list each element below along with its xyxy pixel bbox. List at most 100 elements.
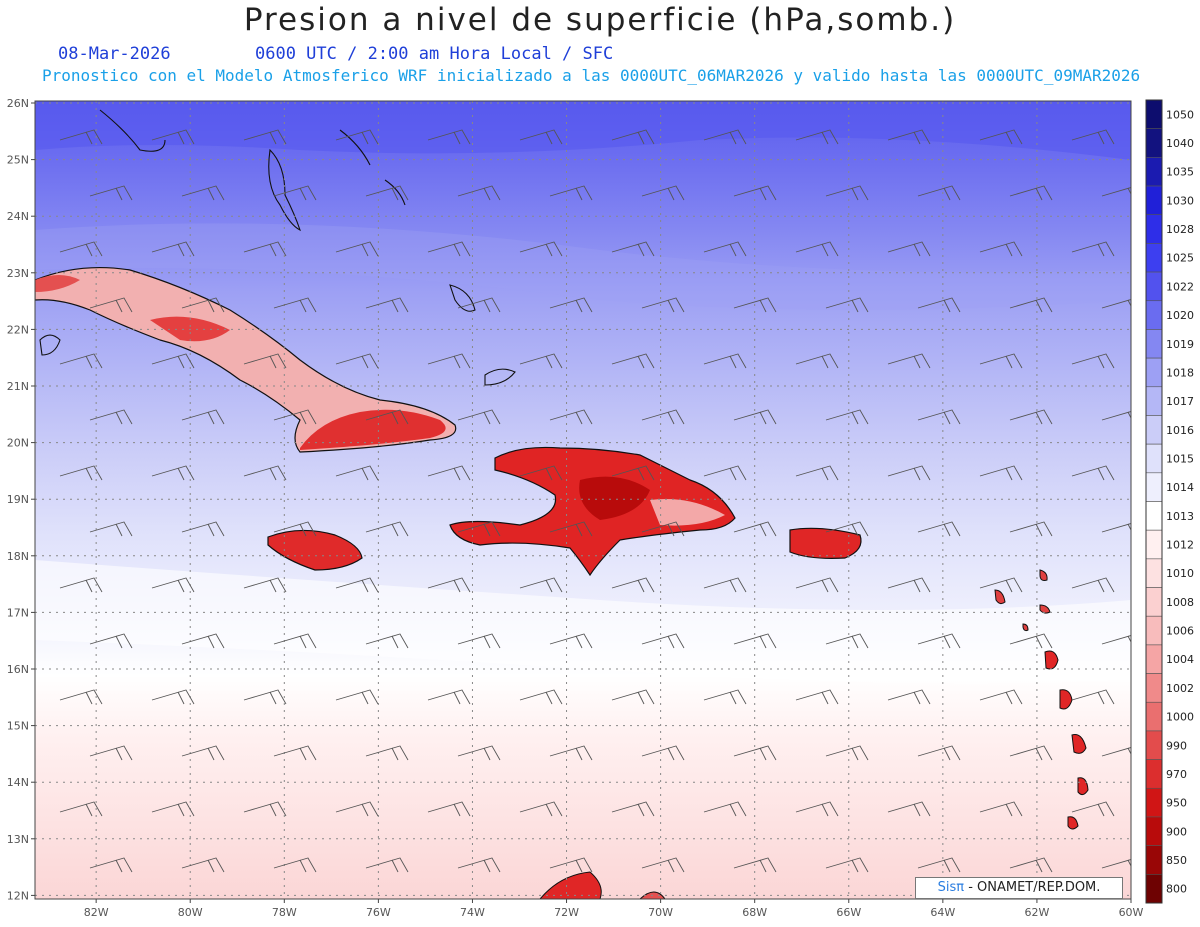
colorbar-swatch xyxy=(1145,300,1163,330)
wind-barb xyxy=(365,185,409,201)
wind-barb xyxy=(1009,185,1053,201)
jamaica xyxy=(267,529,363,571)
colorbar-label: 1000 xyxy=(1166,711,1194,724)
wind-barb xyxy=(89,521,133,537)
wind-barb xyxy=(243,577,287,593)
wind-barb xyxy=(335,577,379,593)
lat-label: 25N xyxy=(7,154,29,167)
wind-barb xyxy=(703,129,747,145)
lon-label: 60W xyxy=(1119,906,1144,919)
colorbar-swatch xyxy=(1145,529,1163,560)
credit-box: Sisπ - ONAMET/REP.DOM. xyxy=(915,877,1123,899)
colorbar-swatch xyxy=(1145,185,1163,216)
wind-barb xyxy=(549,297,593,313)
sis-logo: Sisπ xyxy=(937,880,965,895)
wind-barb xyxy=(979,689,1023,705)
wind-barb xyxy=(457,297,501,313)
wind-barb xyxy=(243,353,287,369)
wind-barb xyxy=(457,745,501,761)
wind-barb xyxy=(611,241,655,257)
wind-barb xyxy=(59,129,103,145)
wind-barb xyxy=(979,801,1023,817)
wind-barb xyxy=(151,689,195,705)
wind-barb xyxy=(1101,299,1131,309)
colorbar-swatch xyxy=(1145,99,1163,129)
lat-label: 26N xyxy=(7,97,29,110)
colorbar-swatch xyxy=(1145,501,1163,531)
wind-barb xyxy=(1071,241,1115,257)
colorbar-swatch xyxy=(1145,673,1163,703)
wind-barb xyxy=(273,745,317,761)
wind-barb xyxy=(1071,689,1115,705)
colorbar-swatch xyxy=(1145,845,1163,875)
wind-barb xyxy=(335,241,379,257)
wind-barb xyxy=(733,409,777,425)
wind-barb xyxy=(335,801,379,817)
lat-label: 16N xyxy=(7,663,29,676)
wind-barb xyxy=(457,521,501,537)
lon-label: 78W xyxy=(272,906,297,919)
wind-barb xyxy=(519,577,563,593)
wind-barb xyxy=(1009,857,1053,873)
wind-barb xyxy=(703,465,747,481)
cuba xyxy=(35,266,457,453)
wind-barb xyxy=(427,129,471,145)
wind-barb xyxy=(795,353,839,369)
wind-barb xyxy=(549,409,593,425)
wind-barb xyxy=(519,689,563,705)
wind-barb xyxy=(1071,353,1115,369)
wind-barb xyxy=(795,465,839,481)
wind-barb xyxy=(641,409,685,425)
wind-barb xyxy=(549,745,593,761)
lon-label: 66W xyxy=(836,906,861,919)
wind-barb xyxy=(89,185,133,201)
wind-barb xyxy=(457,409,501,425)
wind-barb xyxy=(59,241,103,257)
colorbar-label: 1019 xyxy=(1166,338,1194,351)
wind-barb xyxy=(733,745,777,761)
wind-barb xyxy=(427,353,471,369)
colorbar-swatch xyxy=(1145,874,1163,904)
wind-barb xyxy=(1101,523,1131,533)
colorbar-label: 850 xyxy=(1166,854,1187,867)
lat-label: 14N xyxy=(7,776,29,789)
wind-barb xyxy=(917,745,961,761)
wind-barb xyxy=(641,297,685,313)
wind-barb xyxy=(59,577,103,593)
colorbar-label: 1022 xyxy=(1166,280,1194,293)
wind-barb xyxy=(59,801,103,817)
wind-barb xyxy=(151,577,195,593)
colorbar-label: 1014 xyxy=(1166,481,1194,494)
wind-barb xyxy=(1009,521,1053,537)
wind-barb xyxy=(519,465,563,481)
wind-barb xyxy=(979,465,1023,481)
colorbar-swatch xyxy=(1145,128,1163,158)
wind-barb xyxy=(335,129,379,145)
wind-barb xyxy=(825,521,869,537)
colorbar-label: 1017 xyxy=(1166,395,1194,408)
wind-barb xyxy=(59,689,103,705)
colorbar-swatch xyxy=(1145,214,1163,244)
wind-barb xyxy=(917,297,961,313)
wind-barb xyxy=(519,241,563,257)
lat-label: 24N xyxy=(7,210,29,223)
lon-label: 68W xyxy=(742,906,767,919)
wind-barb xyxy=(825,297,869,313)
wind-barb xyxy=(1009,745,1053,761)
wind-barb xyxy=(181,409,225,425)
colorbar-label: 1008 xyxy=(1166,596,1194,609)
wind-barb xyxy=(181,633,225,649)
wind-barb xyxy=(1009,409,1053,425)
lat-lon-grid xyxy=(35,101,1131,899)
wind-barb xyxy=(611,577,655,593)
wind-barb xyxy=(335,689,379,705)
wind-barb xyxy=(457,857,501,873)
axis-ticks: 26N 25N 24N 23N 22N 21N 20N 19N 18N 17N 16N 15N 14N 1… xyxy=(7,97,1144,919)
wind-barb xyxy=(151,353,195,369)
wind-barb xyxy=(365,297,409,313)
colorbar-label: 1012 xyxy=(1166,539,1194,552)
lon-label: 82W xyxy=(84,906,109,919)
wind-barb xyxy=(181,185,225,201)
colorbar-label: 1015 xyxy=(1166,452,1194,465)
